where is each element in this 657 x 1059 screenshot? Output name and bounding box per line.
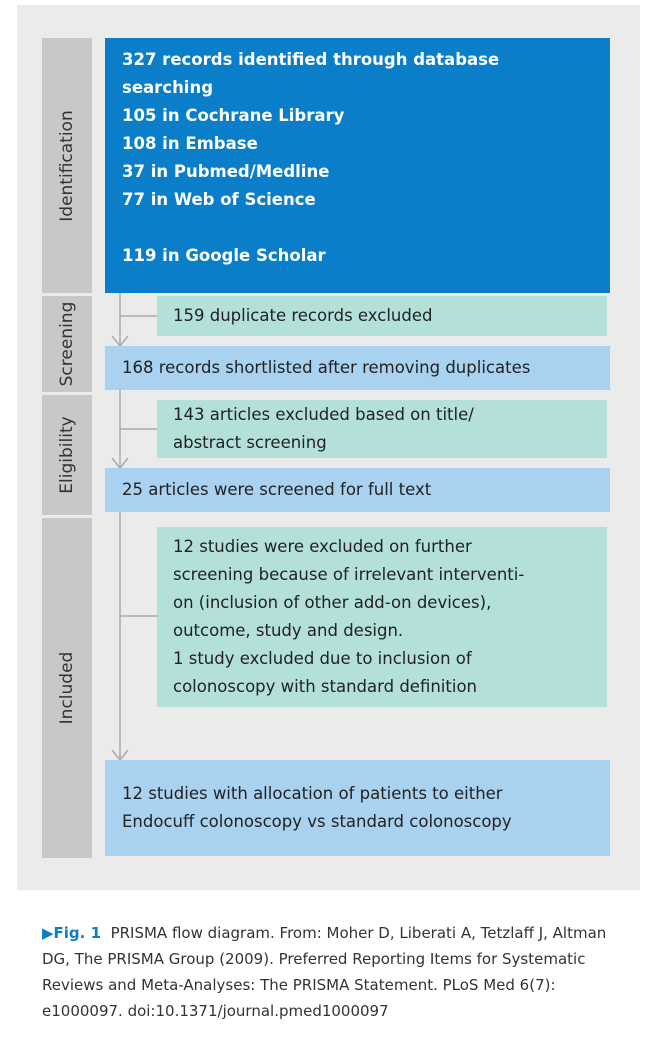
caption-text: PRISMA flow diagram. From: Moher D, Libe… (42, 924, 607, 1020)
box-line: abstract screening (173, 433, 327, 452)
phase-bar: Included (42, 518, 92, 858)
box-line: 119 in Google Scholar (122, 246, 326, 265)
box-line: on (inclusion of other add-on devices), (173, 593, 492, 612)
phase-bar: Eligibility (42, 395, 92, 515)
box-line: 25 articles were screened for full text (122, 480, 432, 499)
box-line: 1 study excluded due to inclusion of (173, 649, 472, 668)
box-line: outcome, study and design. (173, 621, 404, 640)
box-line: colonoscopy with standard definition (173, 677, 477, 696)
box-line: 168 records shortlisted after removing d… (122, 358, 531, 377)
excluded-box: 143 articles excluded based on title/ ab… (157, 400, 607, 458)
box-line: 37 in Pubmed/Medline (122, 162, 330, 181)
box-line: 143 articles excluded based on title/ (173, 405, 474, 424)
result-box: 168 records shortlisted after removing d… (105, 346, 610, 390)
box-line: 105 in Cochrane Library (122, 106, 345, 125)
phase-bar: Screening (42, 296, 92, 392)
box-line: 12 studies were excluded on further (173, 537, 472, 556)
excluded-box: 12 studies were excluded on further scre… (157, 527, 607, 707)
box-line: screening because of irrelevant interven… (173, 565, 525, 584)
caption: ▶Fig. 1 PRISMA flow diagram. From: Moher… (42, 920, 622, 1024)
box-line: Endocuff colonoscopy vs standard colonos… (122, 812, 512, 831)
caption-marker: ▶ (42, 924, 54, 942)
result-box: 25 articles were screened for full text (105, 468, 610, 512)
phase-bar: Identification (42, 38, 92, 293)
box-line: searching (122, 78, 214, 97)
identification-box: 327 records identified through database … (105, 38, 610, 293)
excluded-box: 159 duplicate records excluded (157, 296, 607, 336)
box-line: 327 records identified through database (122, 50, 500, 69)
box-line: 108 in Embase (122, 134, 258, 153)
result-box: 12 studies with allocation of patients t… (105, 760, 610, 856)
box-line: 12 studies with allocation of patients t… (122, 784, 503, 803)
box-line: 159 duplicate records excluded (173, 306, 433, 325)
box-line: 77 in Web of Science (122, 190, 316, 209)
caption-label: Fig. 1 (53, 924, 102, 942)
